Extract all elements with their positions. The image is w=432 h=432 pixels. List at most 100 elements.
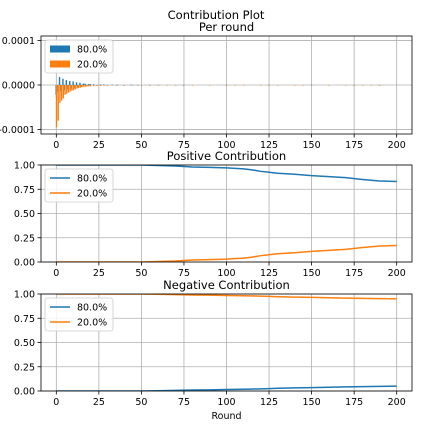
series-line-1 — [56, 165, 397, 183]
legend: 80.0% 20.0% — [44, 39, 114, 74]
legend-swatch — [50, 60, 70, 68]
x-tick-label: 50 — [135, 140, 147, 151]
y-tick-label: 0.50 — [14, 209, 35, 220]
y-tick-label: 0.0000 — [2, 81, 35, 92]
x-tick-label: 100 — [217, 397, 235, 408]
y-tick-label: 0.75 — [14, 314, 35, 325]
bar-2-9 — [71, 85, 73, 91]
bar-2-0 — [55, 85, 58, 128]
bar-2-38 — [243, 85, 245, 86]
bar-2-18 — [86, 85, 88, 87]
bar-2-40 — [268, 85, 270, 86]
x-axis-label: Round — [211, 411, 241, 422]
bar-1-14 — [79, 82, 81, 85]
bar-2-11 — [74, 85, 76, 90]
bar-2-7 — [67, 85, 70, 93]
bar-1-16 — [82, 83, 85, 85]
bar-2-46 — [345, 85, 347, 86]
plot-area — [56, 165, 397, 262]
bar-1-30 — [137, 84, 139, 86]
bar-2-2 — [59, 85, 61, 103]
figure-suptitle: Contribution Plot — [168, 8, 265, 22]
legend-swatch — [50, 45, 70, 53]
bar-2-27 — [123, 85, 126, 86]
y-tick-label: 0.50 — [14, 338, 35, 349]
bar-2-17 — [84, 85, 87, 87]
x-tick-label: 0 — [53, 397, 59, 408]
bar-2-31 — [157, 85, 160, 86]
series-line-2 — [56, 244, 397, 262]
bar-2-4 — [62, 85, 65, 99]
bar-2-32 — [166, 85, 168, 86]
bar-2-23 — [100, 85, 102, 86]
panel-2: 0 25 50 75 100 125 150 175 200 0.00 0.25 0.50 0.75 1.… — [14, 149, 413, 279]
bar-2-8 — [69, 85, 71, 92]
legend: 80.0% 20.0% — [44, 297, 114, 332]
bar-2-24 — [103, 85, 105, 86]
bar-1-8 — [69, 80, 71, 85]
x-tick-label: 150 — [303, 397, 321, 408]
x-tick-label: 0 — [53, 140, 59, 151]
panel-title: Per round — [199, 20, 254, 34]
bar-2-5 — [64, 85, 66, 95]
y-tick-label: 0.00 — [14, 387, 35, 398]
x-tick-label: 150 — [303, 140, 321, 151]
bar-2-39 — [260, 85, 262, 86]
legend-label: 20.0% — [77, 60, 107, 71]
bar-2-25 — [106, 85, 109, 86]
y-tick-label: 1.00 — [14, 290, 35, 301]
x-tick-label: 25 — [93, 397, 105, 408]
bar-1-12 — [75, 82, 78, 85]
x-tick-label: 100 — [217, 140, 235, 151]
bar-2-13 — [77, 85, 80, 89]
bar-2-47 — [353, 85, 356, 86]
bar-2-6 — [66, 85, 68, 94]
bar-1-24 — [103, 84, 105, 86]
bar-1-6 — [65, 80, 68, 85]
bar-2-49 — [370, 85, 373, 86]
bar-2-33 — [174, 85, 177, 86]
bar-2-22 — [96, 85, 99, 86]
bar-2-45 — [328, 85, 330, 86]
panel-1: 0 25 50 75 100 125 150 175 200 -0.0001 0.0000 0.000… — [0, 20, 413, 151]
y-tick-label: 0.0001 — [2, 36, 35, 47]
bar-2-29 — [140, 85, 143, 86]
legend-label: 20.0% — [77, 318, 107, 329]
x-tick-label: 100 — [217, 268, 235, 279]
bar-2-19 — [88, 85, 90, 87]
panel-title: Positive Contribution — [167, 149, 286, 163]
bar-1-23 — [99, 84, 102, 86]
legend-label: 80.0% — [77, 45, 107, 56]
bar-1-33 — [183, 84, 185, 86]
panel-title: Negative Contribution — [163, 278, 290, 292]
legend-label: 80.0% — [77, 303, 107, 314]
x-tick-label: 200 — [388, 397, 406, 408]
bar-1-29 — [130, 84, 132, 86]
bar-2-44 — [311, 85, 313, 86]
y-tick-label: 0.25 — [14, 233, 35, 244]
bar-2-21 — [93, 85, 95, 87]
x-tick-label: 50 — [135, 397, 147, 408]
bar-1-26 — [111, 84, 113, 86]
bar-2-41 — [277, 85, 279, 86]
bar-1-10 — [72, 81, 74, 85]
x-tick-label: 25 — [93, 268, 105, 279]
legend: 80.0% 20.0% — [44, 168, 114, 203]
bar-2-34 — [191, 85, 194, 86]
bar-1-4 — [62, 78, 64, 85]
x-tick-label: 125 — [260, 268, 278, 279]
bar-2-12 — [76, 85, 78, 89]
bar-2-36 — [226, 85, 228, 86]
x-tick-label: 75 — [178, 268, 190, 279]
plot-area — [55, 76, 381, 128]
x-tick-label: 75 — [178, 140, 190, 151]
x-tick-label: 200 — [388, 140, 406, 151]
x-tick-label: 25 — [93, 140, 105, 151]
x-tick-label: 175 — [345, 268, 363, 279]
bar-1-19 — [87, 84, 90, 85]
bar-2-37 — [234, 85, 236, 86]
legend-label: 20.0% — [77, 189, 107, 200]
x-tick-label: 200 — [388, 268, 406, 279]
